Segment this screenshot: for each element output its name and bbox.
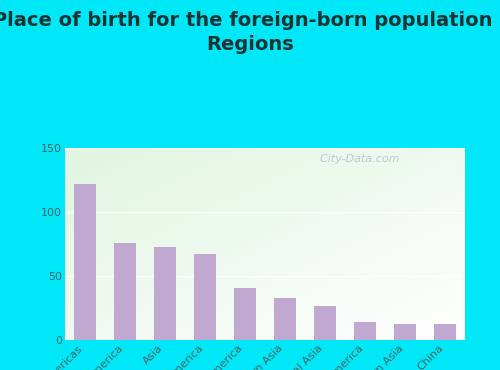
Bar <box>194 255 216 340</box>
Bar <box>114 243 136 340</box>
Bar <box>394 324 416 340</box>
Text: City-Data.com: City-Data.com <box>313 154 400 164</box>
Bar <box>234 288 256 340</box>
Bar <box>434 324 456 340</box>
Bar <box>154 247 176 340</box>
Bar <box>74 184 96 340</box>
Bar <box>274 298 296 340</box>
Bar <box>354 322 376 340</box>
Bar <box>314 306 336 340</box>
Text: Place of birth for the foreign-born population -
Regions: Place of birth for the foreign-born popu… <box>0 11 500 54</box>
